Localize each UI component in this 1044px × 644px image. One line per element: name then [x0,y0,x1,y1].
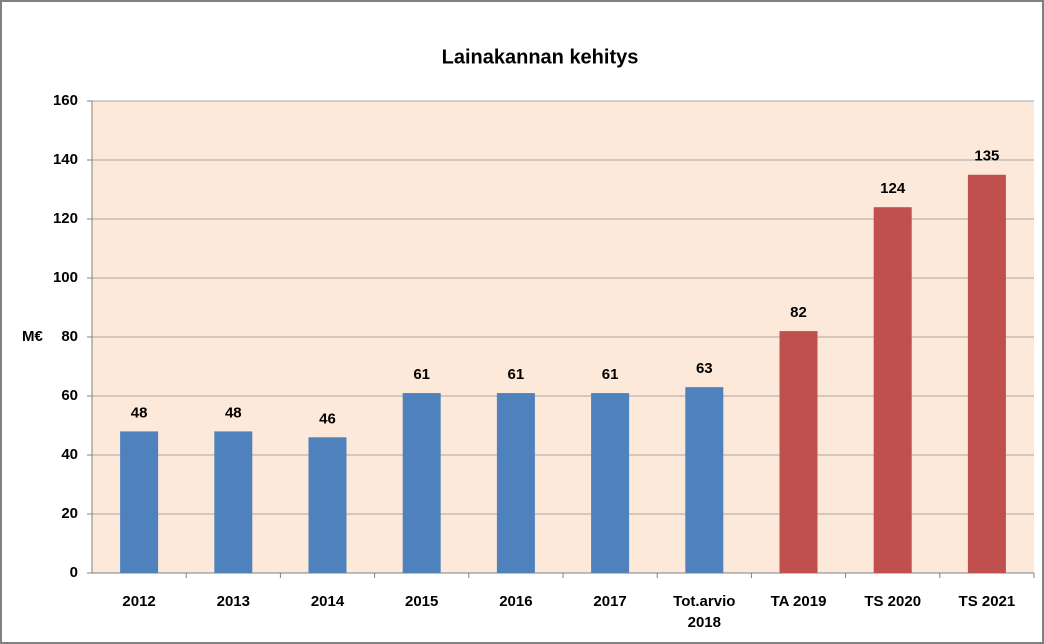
data-label: 61 [508,366,525,383]
bar [402,393,441,573]
bar [591,393,630,573]
x-tick-label: TA 2019 [770,593,827,610]
x-tick-label: 2014 [310,593,345,610]
bar [685,387,724,573]
data-label: 48 [225,404,242,421]
x-tick-label: 2016 [499,593,533,610]
y-tick-label: 80 [61,328,78,345]
data-label: 135 [974,148,999,165]
bar [496,393,535,573]
bar [779,331,818,573]
y-tick-label: 20 [61,505,78,522]
bar [120,431,159,573]
data-label: 48 [131,404,148,421]
x-tick-label: 2013 [216,593,250,610]
data-label: 61 [413,366,430,383]
x-tick-label: TS 2021 [958,593,1016,610]
y-tick-label: 60 [61,387,78,404]
y-tick-label: 160 [53,92,78,109]
y-tick-label: 40 [61,446,78,463]
y-tick-label: 120 [53,210,78,227]
data-label: 82 [790,304,807,321]
data-label: 61 [602,366,619,383]
x-tick-label: 2015 [405,593,439,610]
chart-title: Lainakannan kehitys [442,46,639,68]
y-axis-label: M€ [22,328,43,345]
y-tick-label: 100 [53,269,78,286]
y-tick-label: 0 [70,564,78,581]
bar [214,431,253,573]
bar [873,207,912,573]
data-label: 46 [319,410,336,427]
y-tick-label: 140 [53,151,78,168]
x-tick-label: 2012 [122,593,156,610]
data-label: 63 [696,360,713,377]
x-tick-label: 2017 [593,593,627,610]
x-tick-label: Tot.arvio 2018 [673,593,736,631]
x-tick-label: TS 2020 [864,593,922,610]
bar [308,437,347,573]
data-label: 124 [880,180,906,197]
bar [967,174,1006,573]
